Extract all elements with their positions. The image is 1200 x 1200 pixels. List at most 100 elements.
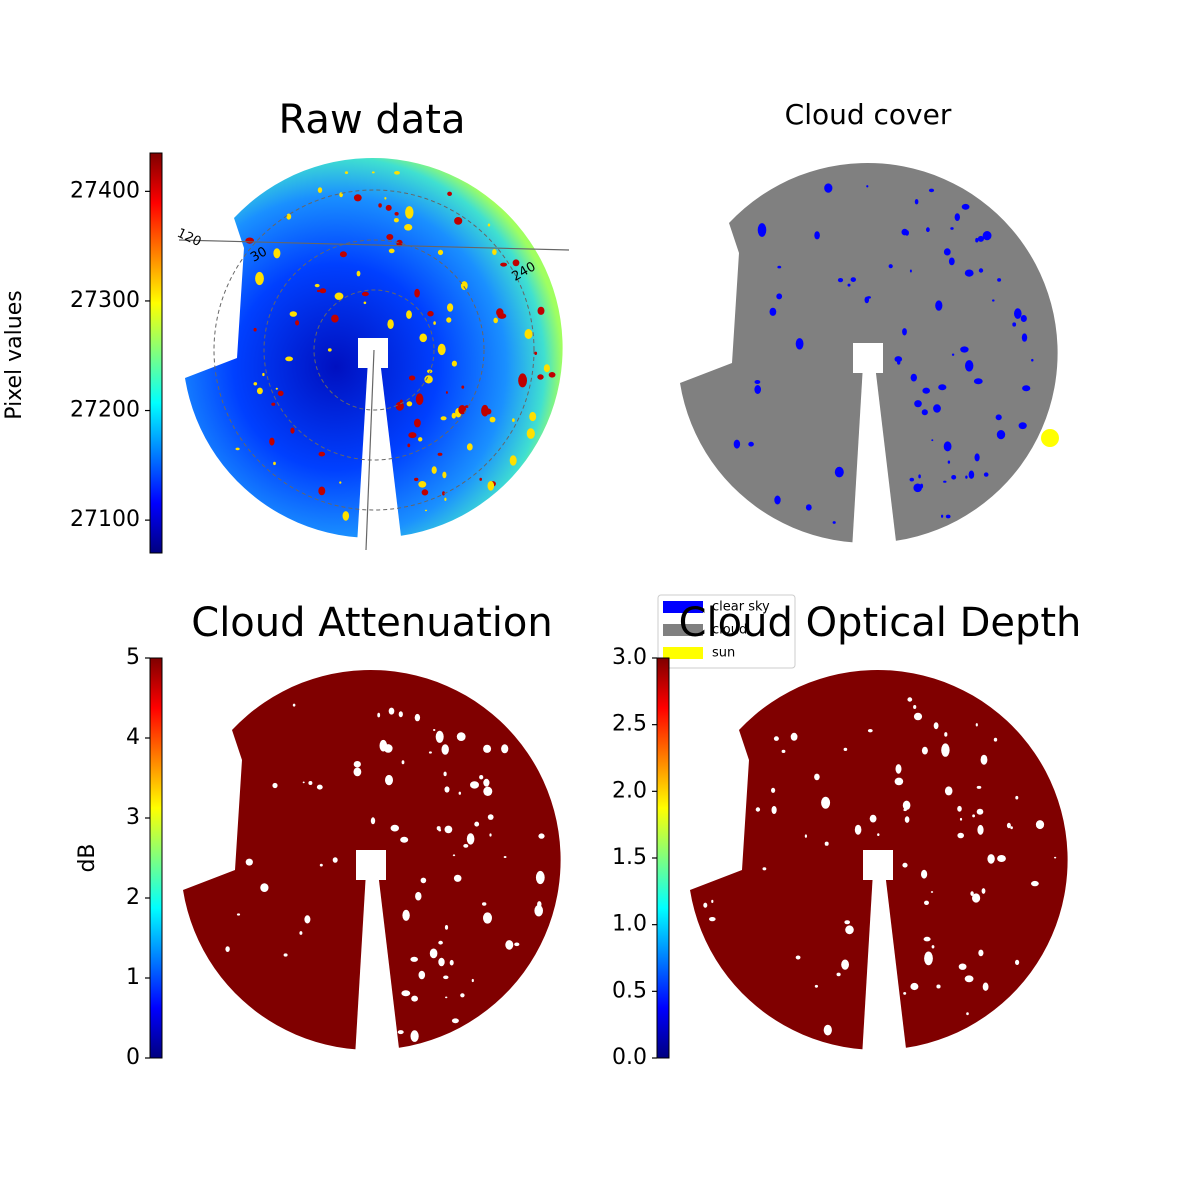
speckle [976, 785, 982, 789]
speckle [1054, 856, 1057, 859]
speckle [415, 393, 424, 405]
speckle [509, 455, 517, 466]
colorbar-tick-label: 3.0 [612, 645, 647, 670]
speckle [1018, 422, 1027, 430]
speckle [854, 824, 862, 835]
speckle [404, 224, 413, 231]
speckle [948, 257, 955, 266]
speckle [442, 491, 445, 496]
speckle [286, 213, 292, 220]
colorbar-tick-label: 2.5 [612, 712, 647, 737]
speckle [453, 874, 462, 882]
speckle [982, 231, 992, 241]
speckle [386, 234, 394, 240]
speckle [795, 338, 804, 350]
speckle [489, 416, 496, 423]
speckle [438, 940, 443, 945]
speckle [909, 477, 915, 482]
speckle [771, 787, 776, 793]
speckle [483, 912, 492, 924]
speckle [418, 481, 427, 488]
legend-swatch [663, 647, 703, 659]
speckle [308, 781, 313, 785]
speckle [888, 264, 893, 269]
speckle [869, 814, 877, 823]
speckle [418, 970, 426, 980]
speckle [910, 982, 919, 991]
speckle [748, 441, 754, 447]
speckle [285, 356, 293, 362]
speckle [964, 975, 974, 983]
speckle [926, 227, 930, 233]
speckle [703, 902, 708, 908]
speckle [433, 321, 436, 325]
speckle [514, 942, 520, 947]
speckle [909, 269, 912, 273]
speckle [437, 452, 443, 456]
speckle [470, 781, 479, 789]
speckle [487, 481, 495, 491]
speckle [319, 288, 327, 294]
speckle [931, 439, 934, 442]
speckle [965, 475, 968, 479]
speckle [970, 891, 974, 896]
speckle [353, 194, 362, 202]
speckle [529, 411, 537, 422]
speckle [332, 857, 338, 863]
speckle [443, 975, 449, 980]
camera-mask [356, 850, 386, 880]
colorbar-label: Pixel values [2, 290, 27, 419]
speckle [537, 306, 545, 315]
speckle [944, 732, 948, 737]
speckle [405, 206, 414, 219]
speckle [460, 281, 468, 291]
speckle [958, 963, 967, 970]
speckle [316, 784, 323, 790]
speckle [407, 443, 411, 448]
speckle [371, 171, 375, 174]
speckle [877, 833, 880, 836]
camera-mask [863, 850, 893, 880]
speckle [236, 913, 241, 916]
colorbar [149, 152, 163, 554]
colorbar-tick-label: 1.5 [612, 845, 647, 870]
speckle [538, 833, 545, 839]
speckle [492, 249, 497, 255]
speckle [972, 893, 981, 903]
speckle [437, 249, 444, 256]
speckle [428, 751, 432, 754]
sun-marker [1041, 429, 1059, 447]
speckle [805, 504, 812, 511]
colorbar-tick-label: 27100 [70, 507, 140, 532]
speckle [824, 183, 833, 193]
speckle [500, 262, 507, 267]
speckle [837, 278, 844, 283]
speckle [924, 951, 933, 966]
speckle [537, 374, 544, 380]
speckle [943, 248, 951, 256]
speckle [245, 237, 254, 244]
speckle [275, 387, 278, 390]
speckle [997, 278, 1002, 282]
legend-swatch [663, 601, 703, 613]
polar-axis [365, 349, 375, 551]
speckle [503, 856, 507, 858]
speckle [1012, 322, 1017, 327]
speckle [256, 387, 263, 395]
speckle [253, 382, 258, 386]
speckle [930, 891, 934, 893]
speckle [974, 453, 980, 462]
speckle [493, 317, 498, 324]
speckle [902, 862, 908, 868]
speckle [1015, 795, 1019, 800]
speckle [433, 729, 436, 731]
speckle [781, 749, 786, 753]
speckle [318, 486, 326, 496]
speckle [290, 427, 295, 434]
speckle [435, 730, 444, 743]
colorbar-tick-label: 1 [126, 965, 140, 990]
speckle [941, 514, 944, 518]
speckle [769, 307, 777, 316]
speckle [894, 356, 903, 363]
speckle [424, 509, 428, 512]
